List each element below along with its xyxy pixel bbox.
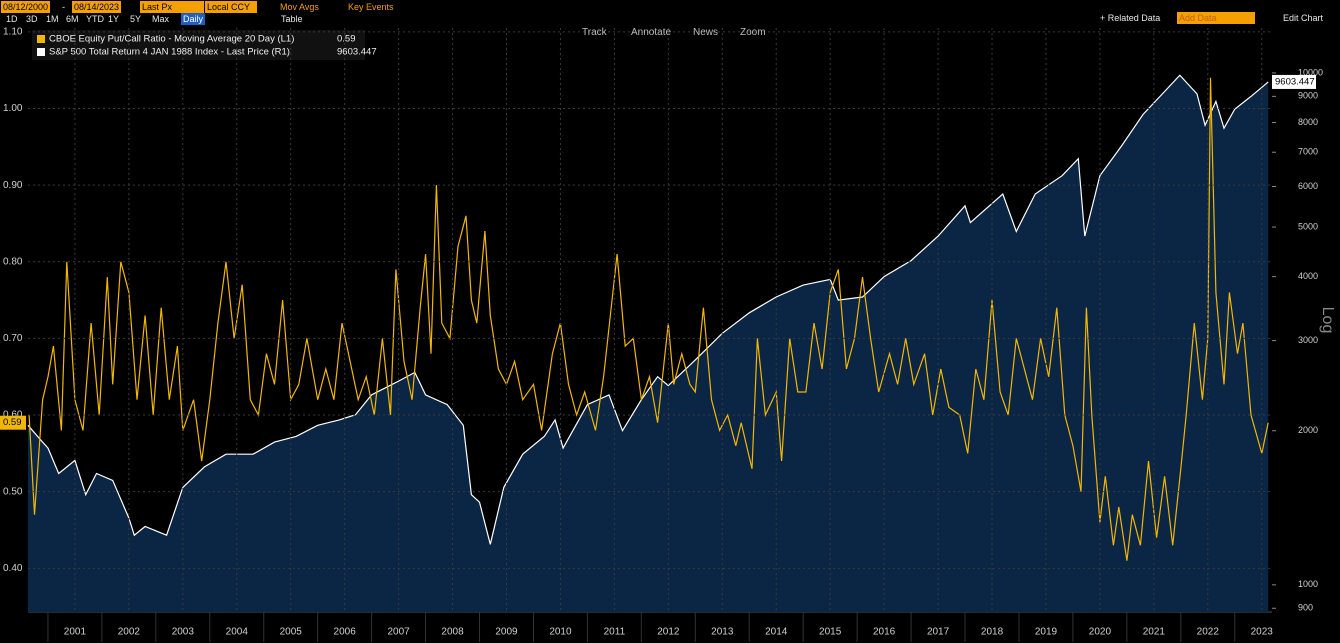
currency[interactable]: Local CCY: [205, 1, 257, 13]
x-tick-label: 2022: [1197, 627, 1220, 638]
x-tick-label: 2010: [549, 627, 572, 638]
edit-chart[interactable]: Edit Chart: [1283, 13, 1324, 23]
range-button[interactable]: 1D: [6, 14, 18, 24]
x-tick-label: 2007: [387, 627, 410, 638]
y2-scale-label: Log: [1319, 307, 1336, 334]
x-tick-label: 2017: [927, 627, 950, 638]
legend-value: 9603.447: [337, 47, 377, 58]
legend-value: 0.59: [337, 34, 356, 45]
chart-tool[interactable]: News: [693, 27, 719, 38]
x-tick-label: 2015: [819, 627, 842, 638]
y2-tick-label: 1000: [1298, 579, 1318, 589]
line: [28, 77, 1269, 561]
chart-tool[interactable]: Zoom: [740, 27, 766, 38]
table-button[interactable]: Table: [281, 14, 303, 24]
legend-swatch: [37, 48, 45, 56]
x-tick-label: 2008: [441, 627, 464, 638]
chart-tool[interactable]: Track: [582, 27, 607, 38]
range-button[interactable]: 3D: [26, 14, 38, 24]
y-tick-label: 0.50: [3, 486, 23, 497]
last-value-label: 0.59: [3, 417, 22, 428]
x-tick-label: 2003: [172, 627, 195, 638]
y2-tick-label: 6000: [1298, 181, 1318, 191]
x-tick-label: 2009: [495, 627, 518, 638]
y-tick-label: 0.40: [3, 563, 23, 574]
legend-label: CBOE Equity Put/Call Ratio - Moving Aver…: [49, 34, 294, 45]
related-data[interactable]: + Related Data: [1100, 13, 1161, 23]
line: [27, 74, 1269, 545]
range-button[interactable]: 6M: [66, 14, 79, 24]
mov-avgs[interactable]: Mov Avgs: [280, 2, 319, 12]
x-tick-label: 2011: [604, 627, 626, 638]
y2-tick-label: 7000: [1298, 147, 1318, 157]
grid: [28, 28, 1272, 612]
x-tick-label: 2020: [1089, 627, 1112, 638]
x-tick-label: 2001: [64, 627, 87, 638]
x-tick-label: 2023: [1251, 627, 1274, 638]
range-button[interactable]: 1M: [46, 14, 59, 24]
date-to[interactable]: 08/14/2023: [72, 1, 122, 13]
y2-tick-label: 900: [1298, 603, 1313, 613]
legend-swatch: [37, 35, 45, 43]
x-tick-label: 2019: [1035, 627, 1058, 638]
x-tick-label: 2002: [118, 627, 141, 638]
y2-tick-label: 8000: [1298, 117, 1318, 127]
key-events[interactable]: Key Events: [348, 2, 394, 12]
y2-tick-label: 2000: [1298, 425, 1318, 435]
range-button[interactable]: Max: [152, 14, 170, 24]
area: [28, 75, 1269, 612]
x-tick-label: 2004: [226, 627, 249, 638]
x-tick-label: 2012: [657, 627, 680, 638]
last-value-tag: [0, 415, 26, 430]
x-tick-label: 2018: [981, 627, 1004, 638]
x-tick-label: 2021: [1143, 627, 1166, 638]
y-tick-label: 0.90: [3, 180, 23, 191]
y2-tick-label: 9000: [1298, 91, 1318, 101]
price-field[interactable]: Last Px: [140, 1, 204, 13]
date-from[interactable]: 08/12/2000: [1, 1, 51, 13]
range-button[interactable]: 1Y: [108, 14, 120, 24]
y2-tick-label: 3000: [1298, 335, 1318, 345]
add-data[interactable]: Add Data: [1177, 12, 1255, 24]
legend-label: S&P 500 Total Return 4 JAN 1988 Index - …: [49, 47, 290, 58]
x-tick-label: 2014: [765, 627, 788, 638]
chart-tool[interactable]: Annotate: [631, 27, 672, 38]
last-value-tag: [1272, 74, 1316, 89]
y2-tick-label: 5000: [1298, 221, 1318, 231]
y-tick-label: 1.00: [3, 103, 23, 114]
y-tick-label: 0.80: [3, 256, 23, 267]
legend-box: [32, 30, 365, 60]
x-tick-label: 2013: [711, 627, 734, 638]
range-button[interactable]: YTD: [86, 14, 104, 24]
y-tick-label: 0.70: [3, 333, 23, 344]
y-tick-label: 1.10: [3, 26, 23, 37]
x-tick-label: 2006: [334, 627, 357, 638]
last-value-label: 9603.447: [1275, 76, 1315, 87]
x-tick-label: 2005: [280, 627, 303, 638]
y2-tick-label: 4000: [1298, 271, 1318, 281]
date-dash: -: [62, 2, 65, 12]
y2-tick-label: 10000: [1298, 67, 1323, 77]
range-button[interactable]: 5Y: [130, 14, 142, 24]
x-tick-label: 2016: [873, 627, 896, 638]
y-tick-label: 0.60: [3, 410, 23, 421]
frequency[interactable]: Daily: [181, 13, 206, 25]
